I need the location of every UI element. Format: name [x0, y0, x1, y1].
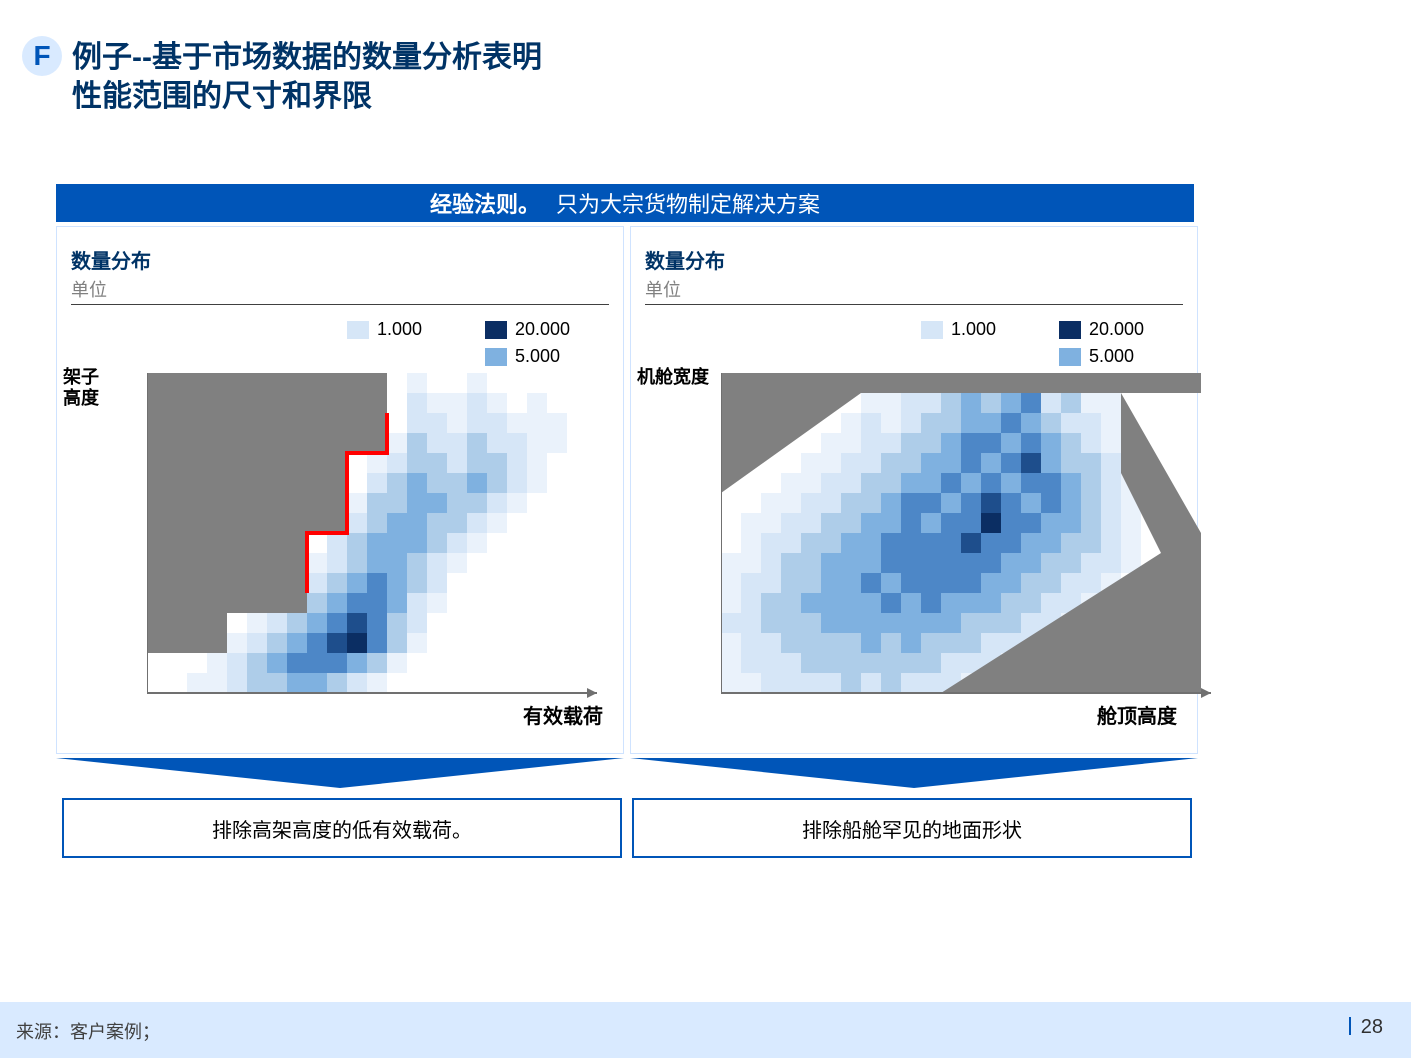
- legend-swatch: [921, 321, 943, 339]
- panel-right-subtitle: 单位: [645, 276, 1183, 305]
- rule-label: 经验法则。: [430, 187, 540, 219]
- rule-text: 只为大宗货物制定解决方案: [556, 187, 820, 219]
- panel-right: 数量分布 单位 1.000 20.000 5.000 机舱宽度 舱顶高度: [630, 226, 1198, 754]
- legend-swatch: [485, 321, 507, 339]
- callout-arrow-right: [630, 758, 1198, 788]
- callout-left: 排除高架高度的低有效载荷。: [62, 798, 622, 858]
- legend-swatch: [347, 321, 369, 339]
- panel-left-title: 数量分布: [71, 245, 609, 274]
- section-badge: F: [22, 36, 62, 76]
- footer: 来源：客户案例； 28: [0, 1002, 1411, 1058]
- legend-label: 5.000: [515, 346, 560, 367]
- chart-left: [147, 373, 607, 713]
- legend-item: 1.000: [347, 319, 467, 340]
- title-line1: 例子--基于市场数据的数量分析表明: [72, 41, 542, 74]
- panel-left-subtitle: 单位: [71, 276, 609, 305]
- rule-of-thumb-bar: 经验法则。 只为大宗货物制定解决方案: [56, 184, 1194, 222]
- legend-left: 1.000 20.000 5.000: [315, 319, 605, 367]
- chart-right: [721, 373, 1221, 713]
- legend-item: 5.000: [1059, 346, 1179, 367]
- legend-item: 1.000: [921, 319, 1041, 340]
- panel-right-title: 数量分布: [645, 245, 1183, 274]
- legend-item: 20.000: [485, 319, 605, 340]
- panel-left: 数量分布 单位 1.000 20.000 5.000 架子高度 有效载荷: [56, 226, 624, 754]
- chart-left-ylabel: 架子高度: [63, 367, 153, 408]
- slide-title: 例子--基于市场数据的数量分析表明 性能范围的尺寸和界限: [72, 38, 542, 116]
- chart-right-wrap: 机舱宽度 舱顶高度: [645, 373, 1185, 727]
- legend-label: 20.000: [515, 319, 570, 340]
- legend-swatch: [485, 348, 507, 366]
- callout-arrow-left: [56, 758, 624, 788]
- legend-swatch: [1059, 321, 1081, 339]
- chart-right-xlabel: 舱顶高度: [1097, 700, 1177, 729]
- chart-right-ylabel: 机舱宽度: [637, 367, 727, 388]
- legend-item: 5.000: [485, 346, 605, 367]
- callout-right: 排除船舱罕见的地面形状: [632, 798, 1192, 858]
- chart-left-wrap: 架子高度 有效载荷: [71, 373, 611, 727]
- legend-item: 20.000: [1059, 319, 1179, 340]
- chart-left-xlabel: 有效载荷: [523, 700, 603, 729]
- legend-right: 1.000 20.000 5.000: [889, 319, 1179, 367]
- legend-label: 20.000: [1089, 319, 1144, 340]
- source-text: 来源：客户案例；: [16, 1018, 160, 1044]
- legend-label: 1.000: [377, 319, 422, 340]
- title-line2: 性能范围的尺寸和界限: [72, 80, 372, 113]
- page-number: 28: [1349, 1016, 1383, 1039]
- legend-label: 1.000: [951, 319, 996, 340]
- legend-label: 5.000: [1089, 346, 1134, 367]
- slide: F 例子--基于市场数据的数量分析表明 性能范围的尺寸和界限 经验法则。 只为大…: [0, 0, 1411, 1058]
- legend-swatch: [1059, 348, 1081, 366]
